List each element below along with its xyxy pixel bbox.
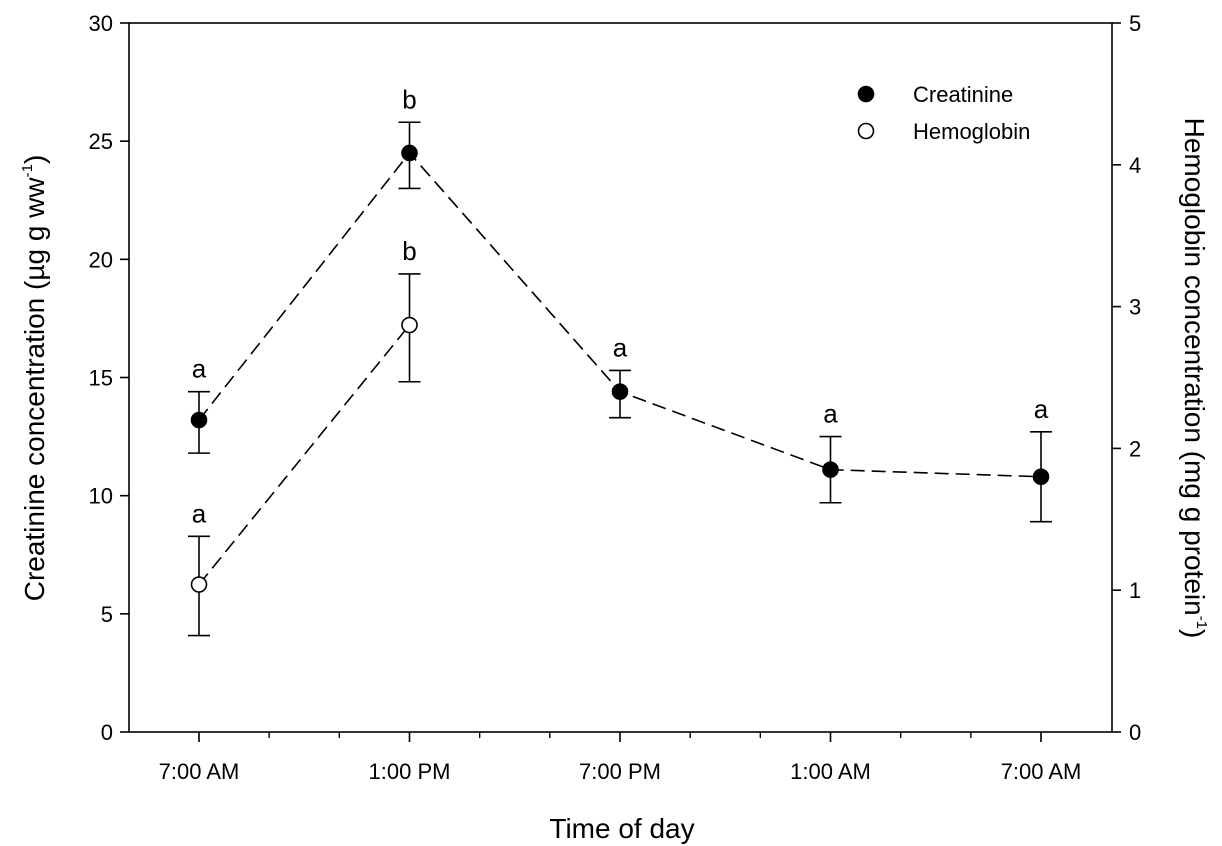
x-axis: 7:00 AM 1:00 PM 7:00 PM 1:00 AM 7:00 AM	[159, 732, 1082, 784]
right-y-axis: 0 1 2 3 4 5	[1112, 11, 1141, 745]
legend: Creatinine Hemoglobin	[857, 82, 1030, 144]
x-axis-title: Time of day	[549, 813, 694, 844]
left-y-tick-label: 15	[89, 366, 113, 391]
left-y-tick-label: 30	[89, 11, 113, 36]
right-y-tick-label: 2	[1129, 436, 1141, 461]
data-point	[401, 144, 418, 162]
significance-label: a	[1034, 394, 1049, 424]
significance-label: a	[192, 354, 207, 384]
series-line	[198, 324, 411, 586]
data-point	[401, 316, 418, 334]
right-y-tick-label: 3	[1129, 295, 1141, 320]
data-point	[190, 576, 208, 593]
significance-label: b	[402, 236, 416, 266]
left-y-axis: 0 5 10 15 20 25 30	[89, 11, 129, 745]
left-y-tick-label: 20	[89, 247, 113, 272]
legend-marker	[857, 122, 875, 140]
x-tick-label: 1:00 PM	[369, 759, 451, 784]
legend-label: Creatinine	[913, 82, 1013, 107]
data-point	[822, 461, 839, 478]
right-y-tick-label: 4	[1129, 153, 1141, 178]
legend-label: Hemoglobin	[913, 119, 1030, 144]
left-y-axis-title: Creatinine concentration (µg g ww-1)	[19, 155, 50, 602]
data-point	[1032, 468, 1050, 486]
series-hemoglobin: ab	[188, 236, 421, 637]
significance-label: a	[823, 399, 838, 429]
left-y-tick-label: 0	[101, 720, 113, 745]
left-y-tick-label: 25	[89, 129, 113, 154]
x-tick-label: 1:00 AM	[790, 759, 871, 784]
x-tick-label: 7:00 AM	[1001, 759, 1082, 784]
right-y-tick-label: 1	[1129, 578, 1141, 603]
legend-marker	[857, 85, 875, 103]
left-y-tick-label: 10	[89, 484, 113, 509]
significance-label: a	[192, 498, 207, 528]
x-tick-label: 7:00 PM	[579, 759, 661, 784]
right-y-tick-label: 5	[1129, 11, 1141, 36]
data-point	[611, 383, 629, 400]
series-creatinine: a b a a a	[188, 84, 1052, 523]
x-tick-label: 7:00 AM	[159, 759, 240, 784]
significance-label: b	[402, 84, 416, 114]
right-y-axis-title: Hemoglobin concentration (mg g protein-1…	[1179, 118, 1210, 639]
right-y-tick-label: 0	[1129, 720, 1141, 745]
left-y-tick-label: 5	[101, 602, 113, 627]
data-point	[190, 411, 208, 429]
significance-label: a	[613, 332, 628, 362]
